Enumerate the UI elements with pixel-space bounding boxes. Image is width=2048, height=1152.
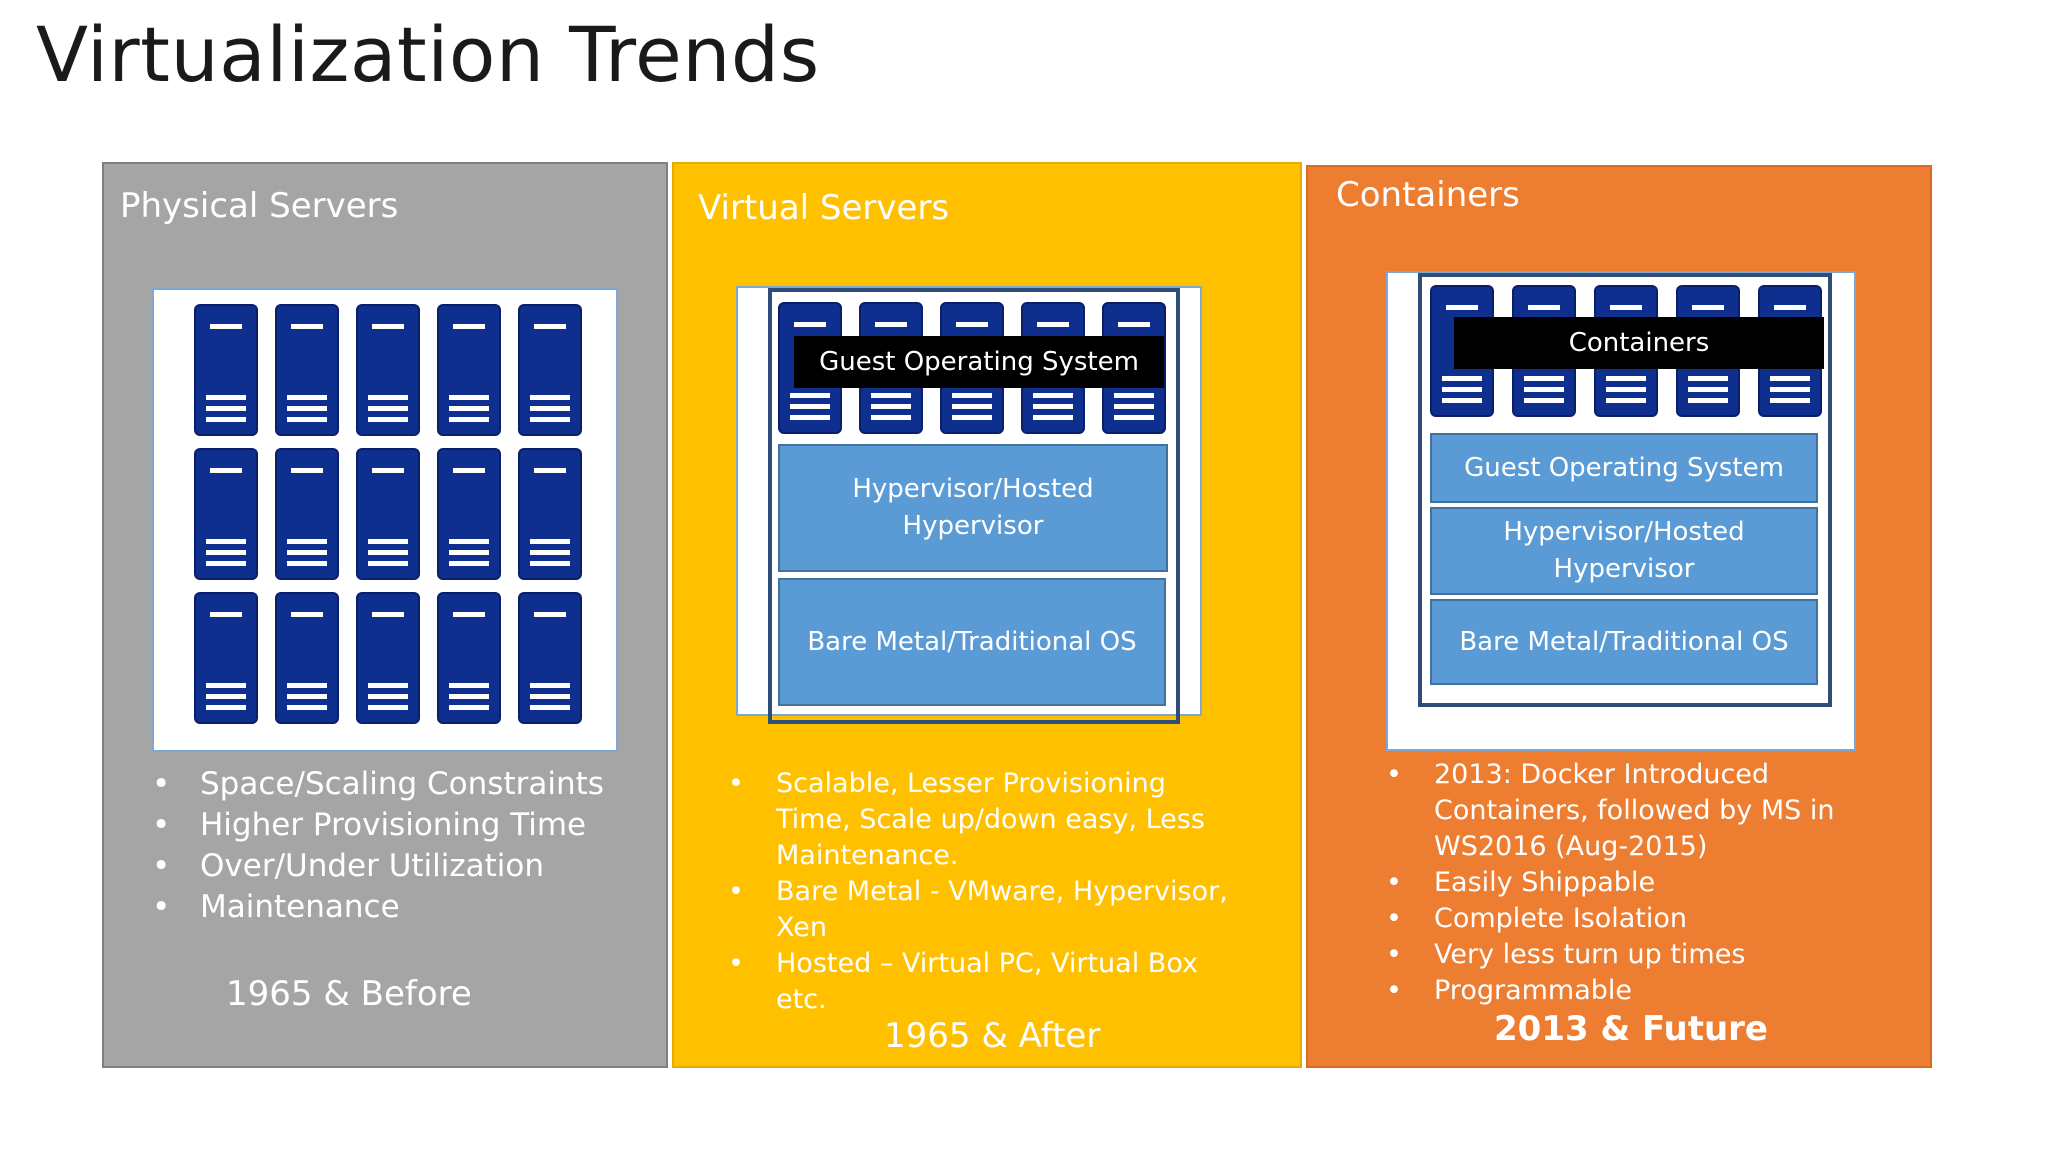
era-label: 2013 & Future: [1494, 1009, 1768, 1049]
server-icon: [518, 448, 582, 580]
server-icon: [437, 448, 501, 580]
server-icon: [356, 592, 420, 724]
bullet-text: Bare Metal - VMware, Hypervisor, Xen: [776, 876, 1228, 943]
physical-servers-panel: Physical Servers Space/Scaling Constrain…: [102, 162, 668, 1068]
physical-servers-illustration: [152, 288, 618, 752]
server-icon: [356, 304, 420, 436]
guest-os-layer: Guest Operating System: [1430, 433, 1818, 503]
bare-metal-layer: Bare Metal/Traditional OS: [778, 578, 1166, 706]
bullet-item: Complete Isolation: [1386, 901, 1906, 937]
bullet-text: Scalable, Lesser Provisioning Time, Scal…: [776, 768, 1205, 871]
panel-title: Containers: [1336, 175, 1520, 215]
virtual-bullets: Scalable, Lesser Provisioning Time, Scal…: [728, 766, 1248, 1018]
server-icon: [275, 448, 339, 580]
hypervisor-layer: Hypervisor/Hosted Hypervisor: [778, 444, 1168, 572]
server-icon: [518, 592, 582, 724]
server-icon: [356, 448, 420, 580]
era-label: 1965 & Before: [226, 974, 472, 1014]
panel-title: Physical Servers: [120, 186, 399, 226]
virtual-servers-illustration: Guest Operating System Hypervisor/Hosted…: [736, 286, 1202, 724]
server-icon: [275, 592, 339, 724]
guest-os-bar: Guest Operating System: [794, 336, 1164, 388]
host-frame: [1418, 273, 1832, 707]
hypervisor-layer: Hypervisor/Hosted Hypervisor: [1430, 507, 1818, 595]
server-icon: [275, 304, 339, 436]
virtual-servers-panel: Virtual Servers Guest Operating System H…: [672, 162, 1302, 1068]
physical-bullets: Space/Scaling Constraints Higher Provisi…: [152, 764, 604, 928]
bullet-item: Hosted – Virtual PC, Virtual Box etc.: [728, 946, 1248, 1018]
server-icon: [194, 592, 258, 724]
server-icon: [194, 304, 258, 436]
bullet-item: Over/Under Utilization: [152, 846, 604, 887]
bullet-item: 2013: Docker Introduced Containers, foll…: [1386, 757, 1906, 865]
bullet-item: Very less turn up times: [1386, 937, 1906, 973]
bullet-item: Scalable, Lesser Provisioning Time, Scal…: [728, 766, 1248, 874]
panel-title: Virtual Servers: [698, 188, 950, 228]
slide-title: Virtualization Trends: [36, 10, 820, 99]
bullet-text: Hosted – Virtual PC, Virtual Box etc.: [776, 948, 1198, 1015]
server-icon: [518, 304, 582, 436]
containers-illustration: Containers Guest Operating System Hyperv…: [1386, 271, 1856, 751]
containers-bullets: 2013: Docker Introduced Containers, foll…: [1386, 757, 1906, 1009]
bullet-text: 2013: Docker Introduced Containers, foll…: [1434, 759, 1835, 862]
server-icon: [437, 304, 501, 436]
bullet-item: Bare Metal - VMware, Hypervisor, Xen: [728, 874, 1248, 946]
bullet-item: Higher Provisioning Time: [152, 805, 604, 846]
host-frame: [768, 288, 1180, 724]
bullet-item: Easily Shippable: [1386, 865, 1906, 901]
bullet-item: Space/Scaling Constraints: [152, 764, 604, 805]
bullet-item: Maintenance: [152, 887, 604, 928]
containers-panel: Containers Containers Guest Operating Sy…: [1306, 165, 1932, 1068]
containers-bar: Containers: [1454, 317, 1824, 369]
server-icon: [437, 592, 501, 724]
bullet-item: Programmable: [1386, 973, 1906, 1009]
era-label: 1965 & After: [884, 1016, 1101, 1056]
bare-metal-layer: Bare Metal/Traditional OS: [1430, 599, 1818, 685]
server-icon: [194, 448, 258, 580]
